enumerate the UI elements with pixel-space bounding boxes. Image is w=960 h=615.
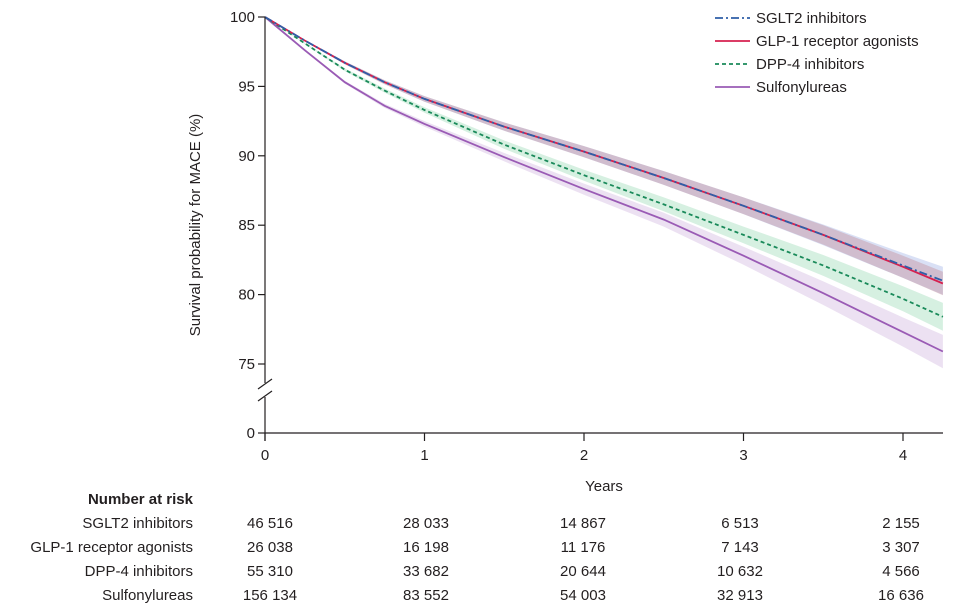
y-axis-title: Survival probability for MACE (%) bbox=[187, 114, 204, 337]
sglt2-inhibitors-curve bbox=[264, 16, 944, 282]
y-tick-label: 95 bbox=[238, 78, 255, 95]
glp-1-receptor-agonists-ci-band bbox=[265, 17, 943, 296]
risk-cell: 20 644 bbox=[560, 563, 606, 580]
risk-cell: 83 552 bbox=[403, 587, 449, 604]
risk-cell: 14 867 bbox=[560, 515, 606, 532]
risk-cell: 16 198 bbox=[403, 539, 449, 556]
x-axis-title: Years bbox=[585, 478, 623, 495]
risk-cell: 11 176 bbox=[561, 539, 606, 556]
risk-cell: 3 307 bbox=[882, 539, 920, 556]
risk-cell: 55 310 bbox=[247, 563, 293, 580]
y-tick-label: 100 bbox=[230, 9, 255, 26]
y-tick-label: 85 bbox=[238, 217, 255, 234]
risk-cell: 54 003 bbox=[560, 587, 606, 604]
risk-table-title: Number at risk bbox=[88, 491, 194, 508]
x-tick-label: 4 bbox=[899, 447, 907, 464]
glp-1-receptor-agonists-legend-label: GLP-1 receptor agonists bbox=[756, 33, 919, 50]
risk-cell: 2 155 bbox=[882, 515, 920, 532]
survival-curves bbox=[264, 16, 944, 353]
sulfonylureas-legend-label: Sulfonylureas bbox=[756, 79, 847, 96]
sglt2-inhibitors-legend-label: SGLT2 inhibitors bbox=[756, 10, 867, 27]
risk-cell: 16 636 bbox=[878, 587, 924, 604]
risk-cell: 7 143 bbox=[721, 539, 759, 556]
risk-cell: 46 516 bbox=[247, 515, 293, 532]
x-tick-label: 0 bbox=[261, 447, 269, 464]
axis-break-mark-upper bbox=[257, 378, 273, 390]
confidence-bands bbox=[265, 17, 943, 369]
x-tick-label: 3 bbox=[739, 447, 747, 464]
risk-cell: 33 682 bbox=[403, 563, 449, 580]
number-at-risk-table: Number at risk SGLT2 inhibitors 46 516 28 0… bbox=[30, 491, 924, 604]
risk-row-label: SGLT2 inhibitors bbox=[82, 515, 193, 532]
risk-cell: 32 913 bbox=[717, 587, 763, 604]
x-tick-label: 2 bbox=[580, 447, 588, 464]
x-tick-label: 1 bbox=[420, 447, 428, 464]
axis-break-mark-lower bbox=[257, 390, 273, 402]
legend: SGLT2 inhibitors GLP-1 receptor agonists D… bbox=[715, 10, 919, 96]
risk-cell: 156 134 bbox=[243, 587, 297, 604]
risk-cell: 28 033 bbox=[403, 515, 449, 532]
y-tick-label: 90 bbox=[238, 148, 255, 165]
dpp-4-inhibitors-legend-label: DPP-4 inhibitors bbox=[756, 56, 864, 73]
dpp-4-inhibitors-ci-band bbox=[265, 17, 943, 331]
risk-row-label: GLP-1 receptor agonists bbox=[30, 539, 193, 556]
y-tick-label: 75 bbox=[238, 356, 255, 373]
dpp-4-inhibitors-curve bbox=[264, 16, 944, 318]
y-tick-label: 80 bbox=[238, 287, 255, 304]
risk-cell: 4 566 bbox=[882, 563, 920, 580]
risk-cell: 6 513 bbox=[721, 515, 759, 532]
sulfonylureas-curve bbox=[264, 16, 944, 353]
risk-cell: 26 038 bbox=[247, 539, 293, 556]
y-tick-label: 0 bbox=[247, 425, 255, 442]
risk-row-label: Sulfonylureas bbox=[102, 587, 193, 604]
sulfonylureas-ci-band bbox=[265, 17, 943, 369]
axes: 100 95 90 85 80 75 00 1 2 3 4 Years Survival probabi… bbox=[187, 9, 943, 495]
risk-row-label: DPP-4 inhibitors bbox=[85, 563, 193, 580]
risk-cell: 10 632 bbox=[717, 563, 763, 580]
